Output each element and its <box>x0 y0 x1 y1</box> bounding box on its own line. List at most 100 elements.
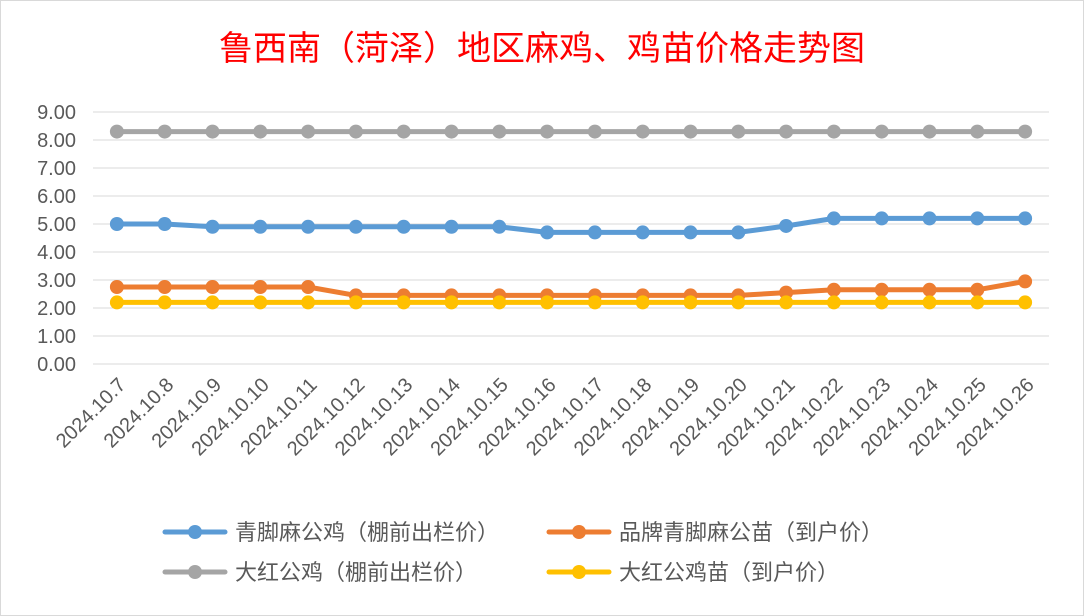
data-point <box>540 225 555 240</box>
data-point <box>205 219 220 234</box>
x-axis-ticks: 2024.10.72024.10.82024.10.92024.10.10202… <box>52 374 1039 460</box>
y-tick-label: 4.00 <box>37 242 76 264</box>
series-line <box>114 215 1028 235</box>
y-tick-label: 1.00 <box>37 326 76 348</box>
y-tick-label: 6.00 <box>37 186 76 208</box>
data-point <box>492 124 507 139</box>
data-point <box>635 124 650 139</box>
legend-item: 品牌青脚麻公苗（到户价） <box>546 521 883 546</box>
data-point <box>635 295 650 310</box>
data-point <box>874 211 889 226</box>
data-point <box>970 211 985 226</box>
data-point <box>253 219 268 234</box>
data-point <box>683 295 698 310</box>
data-point <box>779 285 794 300</box>
data-point <box>301 124 316 139</box>
data-point <box>301 219 316 234</box>
data-point <box>731 124 746 139</box>
legend-swatch-marker <box>188 525 202 539</box>
data-point <box>587 225 602 240</box>
data-point <box>779 218 794 233</box>
data-point <box>348 295 363 310</box>
legend-item: 大红公鸡苗（到户价） <box>546 561 839 586</box>
legend-item: 大红公鸡（棚前出栏价） <box>162 561 477 586</box>
y-tick-label: 5.00 <box>37 214 76 236</box>
legend: 青脚麻公鸡（棚前出栏价） 品牌青脚麻公苗（到户价） 大红公鸡（棚前出栏价） 大红公鸡苗… <box>162 521 883 586</box>
data-point <box>1018 124 1033 139</box>
legend-label: 青脚麻公鸡（棚前出栏价） <box>235 521 499 546</box>
legend-swatch-marker <box>572 525 586 539</box>
data-point <box>922 295 937 310</box>
y-axis-ticks: 0.00 1.00 2.00 3.00 4.00 5.00 6.00 7.00 8.00 9.00 <box>37 102 76 376</box>
data-point <box>396 219 411 234</box>
y-tick-label: 7.00 <box>37 158 76 180</box>
data-point <box>301 295 316 310</box>
data-point <box>348 124 363 139</box>
data-point <box>731 295 746 310</box>
data-point <box>444 295 459 310</box>
gridlines <box>93 111 1049 365</box>
chart-title: 鲁西南（菏泽）地区麻鸡、鸡苗价格走势图 <box>219 29 865 69</box>
data-point <box>157 280 172 294</box>
data-point <box>587 295 602 310</box>
legend-label: 大红公鸡（棚前出栏价） <box>235 561 477 586</box>
legend-item: 青脚麻公鸡（棚前出栏价） <box>162 521 499 546</box>
data-point <box>396 295 411 310</box>
data-point <box>157 217 172 231</box>
data-point <box>587 124 602 139</box>
legend-swatch-marker <box>188 565 202 579</box>
data-point <box>922 211 937 226</box>
data-point <box>970 295 985 310</box>
legend-label: 品牌青脚麻公苗（到户价） <box>619 521 883 546</box>
data-point <box>109 124 124 139</box>
data-point <box>492 295 507 310</box>
data-point <box>683 124 698 139</box>
data-point <box>205 295 220 310</box>
data-point <box>922 124 937 139</box>
data-point <box>922 282 937 297</box>
data-point <box>492 219 507 234</box>
data-point <box>826 295 841 310</box>
data-point <box>109 295 124 310</box>
data-point <box>826 282 841 297</box>
data-point <box>1018 274 1033 289</box>
data-point <box>683 225 698 240</box>
data-point <box>253 124 268 139</box>
series-line <box>114 278 1028 298</box>
data-point <box>205 280 220 294</box>
data-point <box>874 295 889 310</box>
y-tick-label: 0.00 <box>37 354 76 376</box>
data-point <box>109 217 124 231</box>
data-point <box>109 280 124 294</box>
data-point <box>874 124 889 139</box>
data-point <box>826 124 841 139</box>
data-point <box>970 124 985 139</box>
data-point <box>731 225 746 240</box>
data-point <box>157 295 172 310</box>
data-point <box>1018 295 1033 310</box>
data-point <box>444 124 459 139</box>
data-point <box>396 124 411 139</box>
data-point <box>157 124 172 139</box>
y-tick-label: 9.00 <box>37 102 76 124</box>
data-point <box>970 282 985 297</box>
y-tick-label: 3.00 <box>37 270 76 292</box>
series-lines <box>109 124 1033 310</box>
data-point <box>779 295 794 310</box>
data-point <box>874 282 889 297</box>
data-point <box>444 219 459 234</box>
y-tick-label: 2.00 <box>37 298 76 320</box>
data-point <box>301 280 316 294</box>
data-point <box>205 124 220 139</box>
data-point <box>348 219 363 234</box>
legend-swatch-marker <box>572 565 586 579</box>
legend-label: 大红公鸡苗（到户价） <box>619 561 839 586</box>
data-point <box>826 211 841 226</box>
data-point <box>253 295 268 310</box>
data-point <box>540 295 555 310</box>
data-point <box>253 280 268 294</box>
data-point <box>635 225 650 240</box>
data-point <box>540 124 555 139</box>
y-tick-label: 8.00 <box>37 130 76 152</box>
